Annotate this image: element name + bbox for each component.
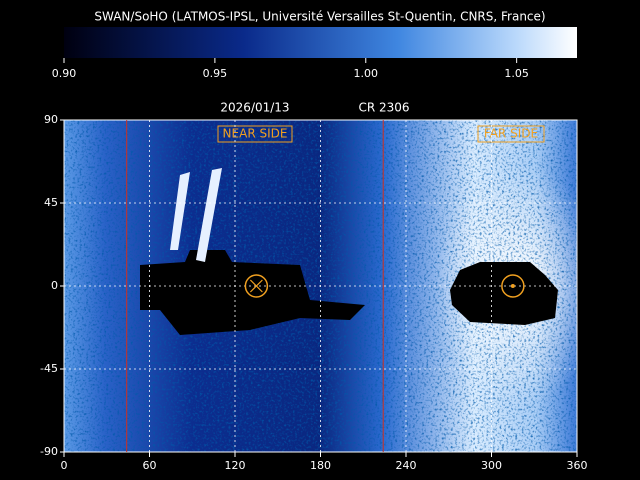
- y-tick-label: -90: [40, 445, 58, 458]
- y-tick-label: 45: [44, 196, 58, 209]
- colorbar-tick-label: 0.95: [203, 67, 228, 80]
- x-tick-label: 240: [396, 459, 417, 472]
- colorbar-tick-label: 0.90: [52, 67, 77, 80]
- colorbar: [64, 27, 577, 58]
- y-tick-label: -45: [40, 362, 58, 375]
- marker-dot: [510, 284, 515, 288]
- y-tick-label: 0: [51, 279, 58, 292]
- x-tick-label: 360: [567, 459, 588, 472]
- colorbar-tick-label: 1.00: [354, 67, 379, 80]
- near-side-box: [217, 125, 293, 143]
- marker-cross: [249, 279, 263, 293]
- far-side-label: FAR SIDE: [484, 127, 538, 141]
- far-side-box: [477, 125, 545, 143]
- x-tick-label: 180: [310, 459, 331, 472]
- x-tick-label: 120: [225, 459, 246, 472]
- near-side-label: NEAR SIDE: [223, 127, 288, 141]
- x-tick-label: 300: [481, 459, 502, 472]
- x-tick-label: 60: [143, 459, 157, 472]
- rotation-label: CR 2306: [358, 101, 409, 115]
- sun-marker: [501, 274, 525, 298]
- chart-title: SWAN/SoHO (LATMOS-IPSL, Université Versa…: [94, 10, 545, 24]
- streak: [196, 168, 222, 262]
- near-side-mask: [140, 250, 365, 335]
- y-tick-label: 90: [44, 113, 58, 126]
- date-label: 2026/01/13: [220, 101, 289, 115]
- sun-marker: [244, 274, 269, 298]
- streak: [170, 172, 190, 250]
- x-tick-label: 0: [61, 459, 68, 472]
- colorbar-tick-label: 1.05: [504, 67, 529, 80]
